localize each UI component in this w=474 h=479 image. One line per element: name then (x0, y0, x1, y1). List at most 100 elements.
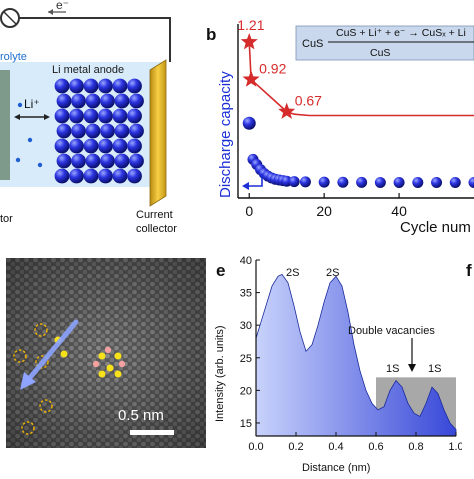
lithium-sphere (84, 109, 99, 124)
data-label: 0.67 (295, 93, 322, 109)
intensity-area (256, 274, 456, 436)
collector-label-2: collector (136, 223, 177, 235)
y-tick-label: 35 (240, 288, 252, 300)
y-tick-label: 25 (240, 353, 252, 365)
lithium-sphere (115, 124, 130, 139)
lithium-sphere (69, 109, 84, 124)
panel-f: f (462, 246, 474, 474)
panel-d: 0.5 nm (6, 258, 206, 448)
blue-point (300, 176, 311, 187)
scale-bar-label: 0.5 nm (118, 407, 164, 424)
lithium-sphere (69, 79, 84, 94)
lithium-sphere (57, 94, 72, 109)
separator-label: tor (0, 213, 13, 225)
peak-label-2: 2S (326, 267, 339, 279)
y-tick-label: 15 (240, 418, 252, 430)
discharge-capacity-chart: b CuS CuS + Li⁺ + e⁻ → CuSₓ + Li CuS Dis… (200, 0, 474, 240)
lithium-sphere (100, 94, 115, 109)
panel-f-letter: f (466, 261, 472, 280)
x-tick-label: 0.4 (328, 441, 343, 453)
x-tick-group: 0 20 40 (245, 193, 407, 219)
lithium-sphere (98, 79, 113, 94)
circuit-wire (10, 18, 170, 62)
current-collector (150, 60, 166, 206)
x-axis-label-e: Distance (nm) (302, 462, 370, 474)
electrolyte-label: rolyte (0, 51, 27, 63)
lithium-sphere (127, 169, 142, 184)
blue-point (412, 177, 423, 188)
lithium-sphere (100, 124, 115, 139)
lithium-sphere (113, 169, 128, 184)
separator (0, 70, 10, 180)
lithium-sphere (115, 94, 130, 109)
lithium-sphere (57, 124, 72, 139)
equation-bottom: CuS (370, 47, 390, 59)
x-tick-label: 0.6 (368, 441, 383, 453)
panel-e-letter: e (216, 261, 225, 280)
vacancy-label: Double vacancies (348, 325, 435, 337)
lithium-sphere (113, 139, 128, 154)
blue-point (469, 177, 474, 188)
peak-label-3: 1S (386, 363, 399, 375)
lithium-sphere (55, 139, 70, 154)
data-label: 0.92 (259, 60, 286, 76)
x-tick-label: 0.0 (248, 441, 263, 453)
lithium-sphere (113, 109, 128, 124)
lithium-sphere (55, 79, 70, 94)
lithium-sphere (129, 154, 144, 169)
blue-point (356, 177, 367, 188)
x-tick-label: 40 (391, 203, 407, 219)
lithium-sphere (71, 124, 86, 139)
lithium-sphere (84, 79, 99, 94)
lithium-sphere (86, 94, 101, 109)
lithium-sphere (86, 154, 101, 169)
x-tick-label: 0 (245, 203, 253, 219)
x-tick-label: 0.2 (288, 441, 303, 453)
lithium-sphere (55, 169, 70, 184)
data-label: 1.21 (237, 17, 264, 33)
blue-point (289, 176, 300, 187)
lithium-sphere (129, 94, 144, 109)
lithium-sphere (57, 154, 72, 169)
equation-top: CuS + Li⁺ + e⁻ → CuSₓ + Li (336, 27, 466, 39)
lithium-sphere (55, 109, 70, 124)
lithium-sphere (127, 79, 142, 94)
blue-point (394, 177, 405, 188)
equation-lhs: CuS (302, 38, 323, 50)
lithium-sphere (71, 154, 86, 169)
electron-label: e⁻ (56, 0, 69, 12)
li-ion-label: Li⁺ (24, 97, 40, 111)
panel-a: e⁻ rolyte Li metal anode Li⁺ tor Current… (0, 0, 200, 240)
lithium-sphere (98, 139, 113, 154)
blue-point (375, 177, 386, 188)
stem-image: 0.5 nm (6, 258, 206, 448)
scale-bar (130, 430, 174, 435)
red-star-marker (278, 103, 295, 119)
lithium-sphere (98, 109, 113, 124)
peak-label-4: 1S (428, 363, 441, 375)
blue-point (337, 177, 348, 188)
lithium-sphere (69, 169, 84, 184)
lithium-sphere (84, 169, 99, 184)
collector-label-1: Current (136, 209, 173, 221)
lithium-sphere (98, 169, 113, 184)
lithium-sphere (129, 124, 144, 139)
battery-schematic: e⁻ rolyte Li metal anode Li⁺ tor Current… (0, 0, 200, 240)
lithium-sphere (113, 79, 128, 94)
x-tick-label: 20 (316, 203, 332, 219)
x-tick-label: 0.8 (408, 441, 423, 453)
lithium-sphere (115, 154, 130, 169)
lithium-sphere (100, 154, 115, 169)
y-tick-label: 20 (240, 385, 252, 397)
y-tick-label: 30 (240, 320, 252, 332)
lithium-sphere (127, 109, 142, 124)
blue-point (450, 177, 461, 188)
peak-label-1: 2S (286, 267, 299, 279)
blue-point (431, 177, 442, 188)
y-axis-label-e: Intensity (arb. units) (214, 325, 226, 422)
blue-point (243, 117, 256, 130)
lithium-sphere (127, 139, 142, 154)
